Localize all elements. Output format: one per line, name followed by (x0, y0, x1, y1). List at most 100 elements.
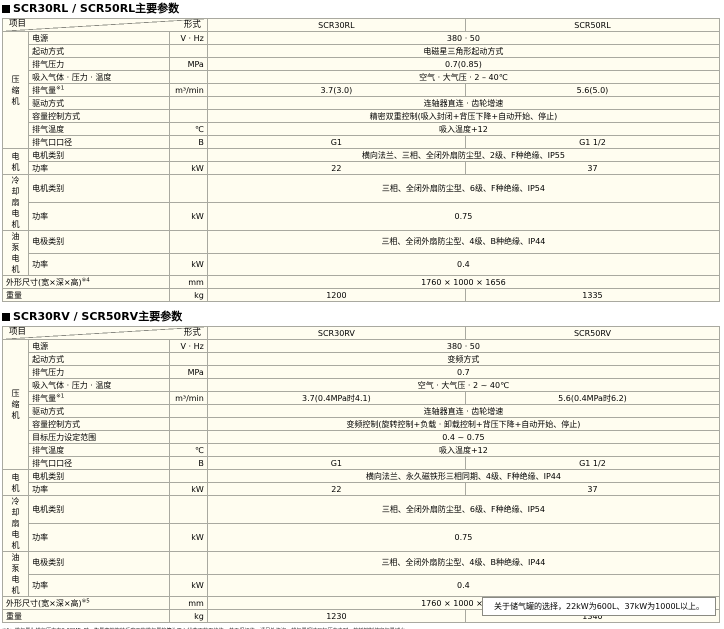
unit-label: mm (168, 596, 208, 610)
category-label: 压缩机 (1, 339, 30, 470)
row-label: 电机类别 (28, 148, 170, 162)
row-label: 功率 (28, 161, 170, 175)
cell-value-a: G1 (206, 135, 466, 149)
row-label: 排气温度 (28, 122, 170, 136)
table-row: 油泵电机电极类别 三相、全闭外扇防尘型、4级、B种绝缘、IP44 (1, 230, 721, 276)
cell-value: 连轴器直连 · 齿轮增速 (206, 96, 721, 110)
table-row: 冷却扇电机电机类别 三相、全闭外扇防尘型、6级、F种绝缘、IP54 (1, 495, 721, 552)
row-label: 排气量※1 (28, 83, 170, 97)
cell-value: 横向法兰、永久磁铁形三相同期、4级、F种绝缘、IP44 (206, 469, 721, 483)
table-row: 起动方式 电磁星三角形起动方式 (3, 44, 721, 58)
cell-value-b: 1335 (464, 288, 721, 302)
table-row: 功率 kW 0.4 (3, 252, 721, 276)
row-label: 外形尺寸(宽×深×高)※5 (2, 596, 170, 610)
section-title: SCR30RV / SCR50RV主要参数 (0, 308, 724, 326)
cell-value-a: 22 (206, 482, 466, 496)
bullet-square-icon (2, 5, 10, 13)
row-label: 重量 (2, 288, 170, 302)
air-tank-note: 关于储气罐的选择，22kW为600L、37kW为1000L以上。 (482, 597, 716, 616)
row-label: 功率 (28, 482, 170, 496)
cell-value: 吸入温度+12 (206, 443, 721, 457)
category-label: 油泵电机 (1, 551, 30, 597)
cell-value: 0.4 (206, 252, 721, 276)
header-form-label: 形式 (183, 328, 201, 338)
footnote-marker: ※1 (56, 392, 65, 399)
table-row: 功率 kW 0.4 (3, 573, 721, 597)
table-row: 排气量※1 m³/min 3.7(3.0) 5.6(5.0) (3, 83, 721, 97)
cell-value-b: 5.6(0.4MPa时6.2) (464, 391, 721, 405)
category-label: 压缩机 (1, 31, 30, 149)
header-form-label: 形式 (183, 20, 201, 30)
unit-label: kW (168, 573, 208, 597)
table-row: 驱动方式 连轴器直连 · 齿轮增速 (3, 404, 721, 418)
table-row: 容量控制方式 精密双重控制(吸入封闭+背压下降+自动开始、停止) (3, 109, 721, 123)
cell-value: 三相、全闭外扇防尘型、6级、F种绝缘、IP54 (206, 495, 721, 524)
cell-value-b: 5.6(5.0) (464, 83, 721, 97)
table-row: 压缩机电源 V · Hz 380 · 50 (1, 339, 721, 470)
row-label: 电极类别 (28, 230, 170, 254)
cell-value: 380 · 50 (206, 31, 721, 45)
table-row: 冷却扇电机电机类别 三相、全闭外扇防尘型、6级、F种绝缘、IP54 (1, 174, 721, 231)
unit-label: kW (168, 202, 208, 231)
unit-label: mm (168, 275, 208, 289)
row-label: 电源 (28, 31, 170, 45)
row-label: 电源 (28, 339, 170, 353)
unit-label: m³/min (168, 83, 208, 97)
unit-label (168, 70, 208, 84)
table-row: 功率 kW 22 37 (3, 482, 721, 496)
footnote-marker: ※4 (81, 276, 90, 283)
unit-label: kW (168, 523, 208, 552)
row-label: 容量控制方式 (28, 109, 170, 123)
cell-value: 0.7(0.85) (206, 57, 721, 71)
header-item-label: 项目 (9, 19, 27, 30)
cell-value: 横向法兰、三相、全闭外扇防尘型、2级、F种绝缘、IP55 (206, 148, 721, 162)
unit-label (168, 417, 208, 431)
unit-label: B (168, 135, 208, 149)
row-label: 起动方式 (28, 44, 170, 58)
cell-value-a: 1230 (206, 609, 466, 623)
table-row: 排气压力 MPa 0.7 (3, 365, 721, 379)
cell-value-a: 1200 (206, 288, 466, 302)
header-model-a: SCR30RL (206, 18, 466, 32)
table-row: 目标压力设定范围 0.4 ~ 0.75 (3, 430, 721, 444)
table-row: 重量 kg 1200 1335 (2, 288, 721, 302)
row-label: 功率 (28, 202, 170, 231)
table-row: 功率 kW 0.75 (3, 523, 721, 552)
unit-label (168, 230, 208, 254)
unit-label: V · Hz (168, 339, 208, 353)
unit-label (168, 495, 208, 524)
category-label: 冷却扇电机 (1, 174, 30, 231)
table-row: 电机电机类别 横向法兰、三相、全闭外扇防尘型、2级、F种绝缘、IP55 (1, 148, 721, 175)
row-label: 电机类别 (28, 174, 170, 203)
row-label: 驱动方式 (28, 96, 170, 110)
cell-value: 精密双重控制(吸入封闭+背压下降+自动开始、停止) (206, 109, 721, 123)
cell-value: 变频控制(旋转控制+负载 · 卸载控制+背压下降+自动开始、停止) (206, 417, 721, 431)
unit-label (168, 109, 208, 123)
table-row: 排气口口径 B G1 G1 1/2 (3, 135, 721, 149)
unit-label: V · Hz (168, 31, 208, 45)
unit-label: m³/min (168, 391, 208, 405)
diagonal-divider-icon (6, 327, 204, 339)
row-label: 吸入气体 · 压力 · 温度 (28, 70, 170, 84)
row-label: 电机类别 (28, 469, 170, 483)
unit-label (168, 174, 208, 203)
cell-value-a: 3.7(0.4MPa时4.1) (206, 391, 466, 405)
row-label: 吸入气体 · 压力 · 温度 (28, 378, 170, 392)
cell-value: 0.7 (206, 365, 721, 379)
section-title: SCR30RL / SCR50RL主要参数 (0, 0, 724, 18)
table-header-row: 形式 项目 SCR30RL SCR50RL (2, 18, 721, 32)
header-model-b: SCR50RV (464, 326, 721, 340)
row-label: 功率 (28, 523, 170, 552)
row-label: 外形尺寸(宽×深×高)※4 (2, 275, 170, 289)
cell-value-b: 37 (464, 482, 721, 496)
cell-value: 三相、全闭外扇防尘型、4级、B种绝缘、IP44 (206, 230, 721, 254)
header-model-b: SCR50RL (464, 18, 721, 32)
table-header-row: 形式 项目 SCR30RV SCR50RV (2, 326, 721, 340)
table-row: 排气温度 ℃ 吸入温度+12 (3, 443, 721, 457)
bullet-square-icon (2, 313, 10, 321)
footnote-marker: ※1 (56, 84, 65, 91)
category-label: 电机 (1, 469, 30, 496)
table-row: 外形尺寸(宽×深×高)※4 mm 1760 × 1000 × 1656 (2, 275, 721, 289)
